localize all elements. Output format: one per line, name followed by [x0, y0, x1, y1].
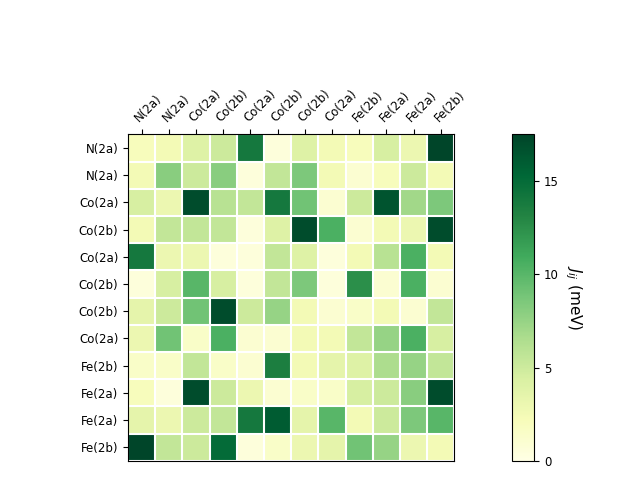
Y-axis label: $J_{ij}$ (meV): $J_{ij}$ (meV): [563, 265, 584, 330]
